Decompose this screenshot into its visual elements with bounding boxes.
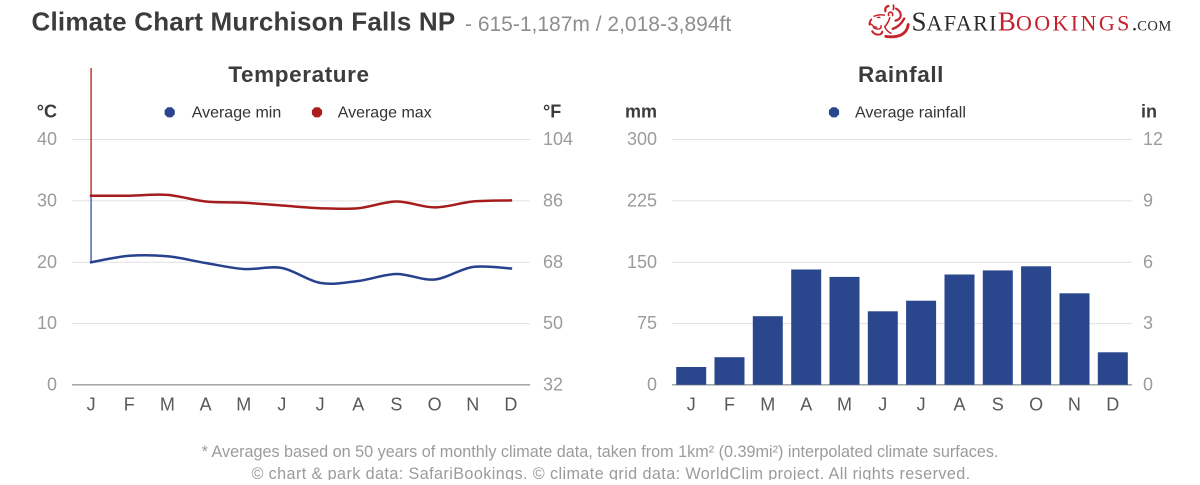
svg-text:* Averages based on 50 years o: * Averages based on 50 years of monthly … xyxy=(202,443,999,461)
svg-text:10: 10 xyxy=(37,313,57,333)
svg-text:12: 12 xyxy=(1143,129,1163,149)
svg-text:mm: mm xyxy=(625,102,657,122)
svg-text:150: 150 xyxy=(627,252,657,272)
svg-text:SAFARIBOOKINGS.COM: SAFARIBOOKINGS.COM xyxy=(912,6,1172,36)
svg-text:9: 9 xyxy=(1143,190,1153,210)
svg-text:F: F xyxy=(724,395,735,415)
svg-text:M: M xyxy=(236,395,251,415)
svg-text:Average max: Average max xyxy=(338,105,432,122)
svg-text:M: M xyxy=(160,395,175,415)
svg-text:°F: °F xyxy=(543,102,561,122)
svg-text:J: J xyxy=(277,395,286,415)
svg-text:M: M xyxy=(760,395,775,415)
svg-text:0: 0 xyxy=(1143,374,1153,394)
svg-text:J: J xyxy=(917,395,926,415)
svg-text:N: N xyxy=(1068,395,1081,415)
svg-text:3: 3 xyxy=(1143,313,1153,333)
svg-text:104: 104 xyxy=(543,129,573,149)
svg-text:N: N xyxy=(466,395,479,415)
svg-text:O: O xyxy=(428,395,442,415)
svg-text:J: J xyxy=(316,395,325,415)
svg-text:50: 50 xyxy=(543,313,563,333)
svg-text:J: J xyxy=(878,395,887,415)
svg-text:32: 32 xyxy=(543,374,563,394)
svg-text:225: 225 xyxy=(627,190,657,210)
svg-text:M: M xyxy=(837,395,852,415)
svg-text:A: A xyxy=(800,395,812,415)
svg-text:S: S xyxy=(992,395,1004,415)
svg-text:J: J xyxy=(87,395,96,415)
svg-text:O: O xyxy=(1029,395,1043,415)
svg-text:A: A xyxy=(352,395,364,415)
svg-text:Climate Chart Murchison Falls: Climate Chart Murchison Falls NP xyxy=(32,7,456,37)
svg-text:20: 20 xyxy=(37,252,57,272)
svg-text:- 615-1,187m / 2,018-3,894ft: - 615-1,187m / 2,018-3,894ft xyxy=(465,13,731,36)
svg-text:Average min: Average min xyxy=(192,105,282,122)
svg-text:F: F xyxy=(124,395,135,415)
svg-text:D: D xyxy=(1106,395,1119,415)
svg-text:D: D xyxy=(504,395,517,415)
svg-text:A: A xyxy=(200,395,212,415)
svg-text:°C: °C xyxy=(37,102,57,122)
svg-text:J: J xyxy=(687,395,696,415)
svg-text:86: 86 xyxy=(543,190,563,210)
svg-text:Rainfall: Rainfall xyxy=(858,62,944,87)
svg-text:S: S xyxy=(390,395,402,415)
svg-text:75: 75 xyxy=(637,313,657,333)
svg-text:A: A xyxy=(953,395,965,415)
svg-text:© chart & park data: SafariBoo: © chart & park data: SafariBookings. © c… xyxy=(251,465,970,480)
svg-text:in: in xyxy=(1141,102,1157,122)
svg-text:6: 6 xyxy=(1143,252,1153,272)
svg-text:Average rainfall: Average rainfall xyxy=(855,105,966,122)
svg-text:300: 300 xyxy=(627,129,657,149)
svg-text:Temperature: Temperature xyxy=(228,62,369,87)
svg-text:0: 0 xyxy=(47,374,57,394)
svg-text:40: 40 xyxy=(37,129,57,149)
svg-text:30: 30 xyxy=(37,190,57,210)
svg-text:68: 68 xyxy=(543,252,563,272)
svg-text:0: 0 xyxy=(647,374,657,394)
